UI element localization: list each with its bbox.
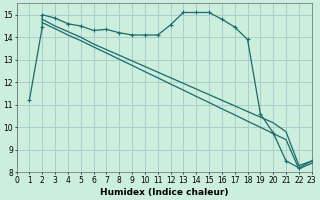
X-axis label: Humidex (Indice chaleur): Humidex (Indice chaleur) xyxy=(100,188,228,197)
